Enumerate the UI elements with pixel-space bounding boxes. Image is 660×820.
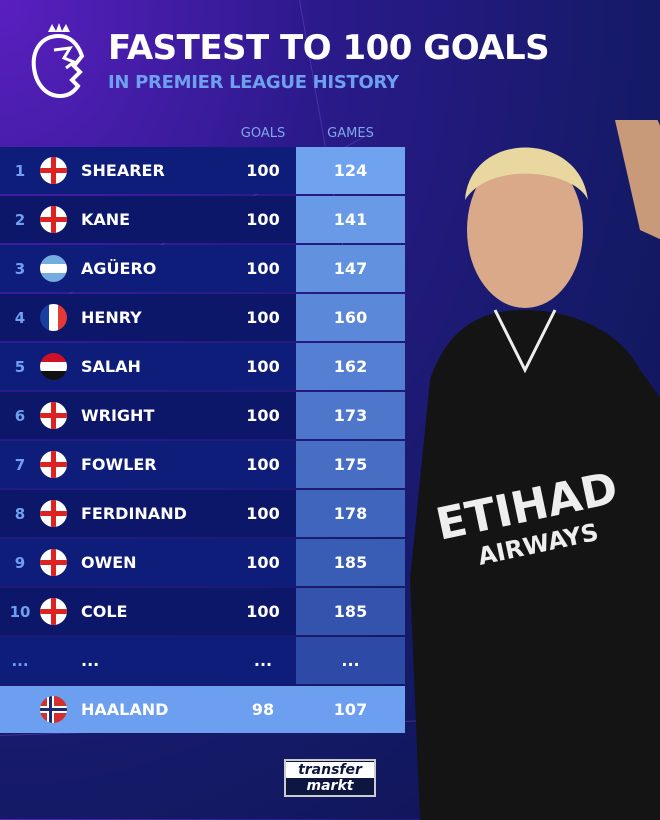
player-name: FERDINAND — [81, 504, 187, 523]
goals-value: 100 — [246, 406, 280, 425]
games-value: 160 — [296, 294, 405, 341]
rank: 4 — [14, 308, 26, 327]
rank: 9 — [14, 553, 26, 572]
ranking-table: 1 SHEARER 100 124 2 KANE 100 141 3 AGÜERO 100… — [0, 147, 405, 735]
flag-eng-icon — [40, 549, 67, 576]
player-name: COLE — [81, 602, 128, 621]
rank: ... — [11, 651, 29, 670]
goals-value: 100 — [246, 504, 280, 523]
flag-eng-icon — [40, 598, 67, 625]
table-row: 2 KANE 100 141 — [0, 196, 405, 243]
flag-eng-icon — [40, 206, 67, 233]
games-value: 173 — [296, 392, 405, 439]
flag-eng-icon — [40, 402, 67, 429]
rank: 1 — [14, 161, 26, 180]
table-row: 3 AGÜERO 100 147 — [0, 245, 405, 292]
table-row: 8 FERDINAND 100 178 — [0, 490, 405, 537]
games-value: 124 — [296, 147, 405, 194]
player-name: SALAH — [81, 357, 141, 376]
games-value: 107 — [333, 700, 368, 719]
player-image: ETIHAD AIRWAYS — [410, 120, 660, 820]
flag-egy-icon — [40, 353, 67, 380]
premier-league-logo — [31, 23, 85, 99]
rank: 7 — [14, 455, 26, 474]
watermark-line2: markt — [306, 778, 354, 794]
player-name: AGÜERO — [81, 259, 157, 278]
table-row: 9 OWEN 100 185 — [0, 539, 405, 586]
flag-nor-icon — [40, 696, 67, 723]
flag-eng-icon — [40, 157, 67, 184]
table-row: 1 SHEARER 100 124 — [0, 147, 405, 194]
player-name: KANE — [81, 210, 131, 229]
transfermarkt-logo: transfer markt — [284, 759, 376, 797]
goals-value: 100 — [246, 455, 280, 474]
rank: 3 — [14, 259, 26, 278]
player-name: OWEN — [81, 553, 137, 572]
games-value: ... — [296, 637, 405, 684]
goals-value: 100 — [246, 553, 280, 572]
games-value: 185 — [296, 539, 405, 586]
player-name: HENRY — [81, 308, 142, 327]
goals-value: 100 — [246, 210, 280, 229]
column-header-games: GAMES — [327, 126, 374, 141]
goals-value: ... — [253, 651, 273, 670]
table-row: ...... ... ... — [0, 637, 405, 684]
table-row: 7 FOWLER 100 175 — [0, 441, 405, 488]
games-value: 178 — [296, 490, 405, 537]
player-name: ... — [81, 651, 100, 670]
page-subtitle: IN PREMIER LEAGUE HISTORY — [108, 72, 399, 93]
games-value: 141 — [296, 196, 405, 243]
table-row: 5 SALAH 100 162 — [0, 343, 405, 390]
flag-arg-icon — [40, 255, 67, 282]
player-name: WRIGHT — [81, 406, 155, 425]
goals-value: 98 — [251, 700, 275, 719]
table-row: 10 COLE 100 185 — [0, 588, 405, 635]
watermark-line1: transfer — [286, 762, 374, 778]
games-value: 175 — [296, 441, 405, 488]
goals-value: 100 — [246, 602, 280, 621]
flag-eng-icon — [40, 500, 67, 527]
table-row: HAALAND 98 107 — [0, 686, 405, 733]
rank: 2 — [14, 210, 26, 229]
header: FASTEST TO 100 GOALS IN PREMIER LEAGUE H… — [28, 22, 550, 100]
rank: 8 — [14, 504, 26, 523]
player-name: SHEARER — [81, 161, 165, 180]
table-row: 4 HENRY 100 160 — [0, 294, 405, 341]
player-name: HAALAND — [81, 700, 169, 719]
flag-eng-icon — [40, 451, 67, 478]
goals-value: 100 — [246, 308, 280, 327]
column-header-goals: GOALS — [240, 126, 286, 141]
player-name: FOWLER — [81, 455, 157, 474]
games-value: 162 — [296, 343, 405, 390]
page-title: FASTEST TO 100 GOALS — [108, 28, 550, 68]
goals-value: 100 — [246, 357, 280, 376]
games-value: 185 — [296, 588, 405, 635]
rank: 5 — [14, 357, 26, 376]
goals-value: 100 — [246, 161, 280, 180]
rank: 10 — [9, 602, 31, 621]
flag-fra-icon — [40, 304, 67, 331]
rank: 6 — [14, 406, 26, 425]
table-row: 6 WRIGHT 100 173 — [0, 392, 405, 439]
goals-value: 100 — [246, 259, 280, 278]
games-value: 147 — [296, 245, 405, 292]
